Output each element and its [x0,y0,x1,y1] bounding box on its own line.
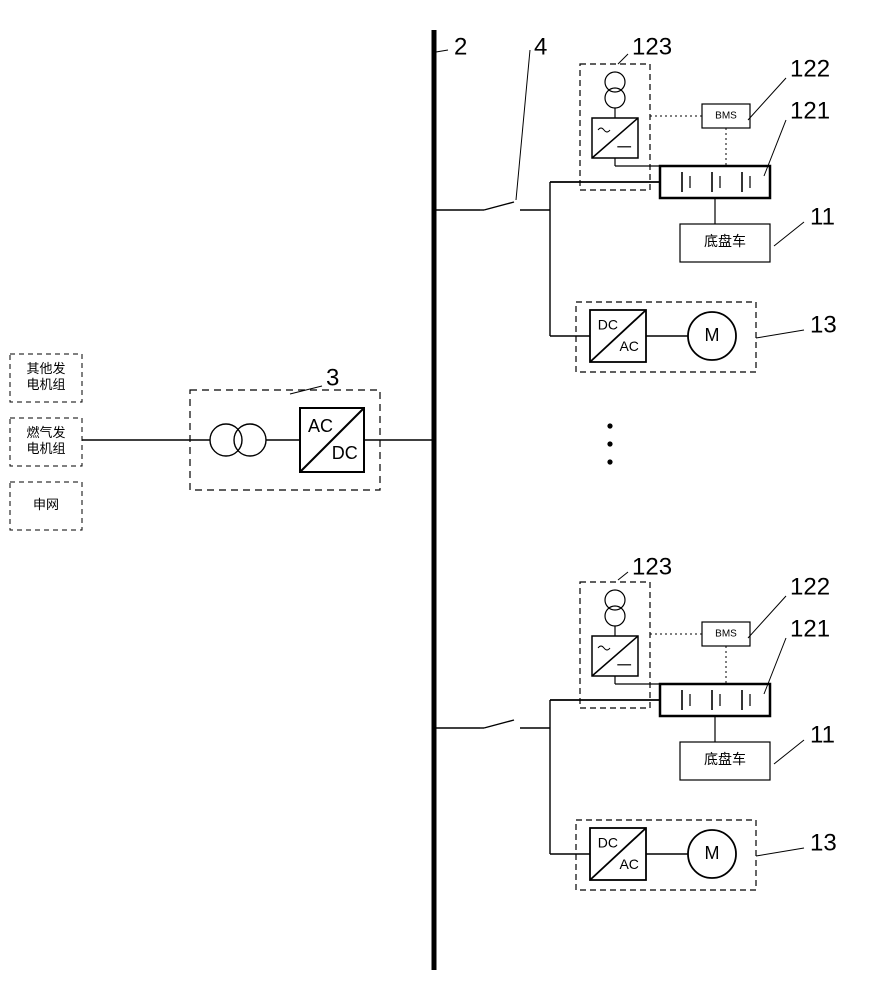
svg-text:申网: 申网 [33,497,59,512]
svg-text:燃气发: 燃气发 [26,425,65,440]
ref-labels: 2 4 3 123 122 121 11 13 123 122 121 11 13 [290,33,837,856]
svg-text:DC: DC [598,316,618,332]
svg-text:AC: AC [308,416,333,436]
label-u2_123: 123 [632,553,672,580]
label-u1_11: 11 [810,203,835,230]
svg-text:电机组: 电机组 [26,377,65,392]
vdots [608,424,612,464]
label-rect3: 3 [326,364,339,391]
label-u1_13: 13 [810,311,837,338]
source-list: 其他发电机组燃气发电机组申网 [10,354,82,530]
svg-text:BMS: BMS [715,111,737,122]
svg-text:AC: AC [619,856,638,872]
svg-text:DC: DC [332,443,358,463]
svg-text:底盘车: 底盘车 [704,751,746,768]
label-u2_122: 122 [790,573,830,600]
label-u1_121: 121 [790,97,830,124]
label-u2_11: 11 [810,721,835,748]
label-switch: 4 [534,33,547,60]
svg-text:底盘车: 底盘车 [704,233,746,250]
label-bus: 2 [454,33,467,60]
svg-text:电机组: 电机组 [26,441,65,456]
label-u1_122: 122 [790,55,830,82]
svg-text:DC: DC [598,834,618,850]
svg-text:其他发: 其他发 [26,361,65,376]
svg-text:AC: AC [619,338,638,354]
svg-text:BMS: BMS [715,629,737,640]
svg-text:M: M [705,325,720,345]
label-u2_121: 121 [790,615,830,642]
load-unit-1: BMS 底盘车 DCAC M [434,582,770,890]
load-unit-0: BMS 底盘车 DCAC M [434,64,770,372]
svg-text:M: M [705,843,720,863]
label-u2_13: 13 [810,829,837,856]
label-u1_123: 123 [632,33,672,60]
rectifier-module: AC DC [82,390,434,490]
